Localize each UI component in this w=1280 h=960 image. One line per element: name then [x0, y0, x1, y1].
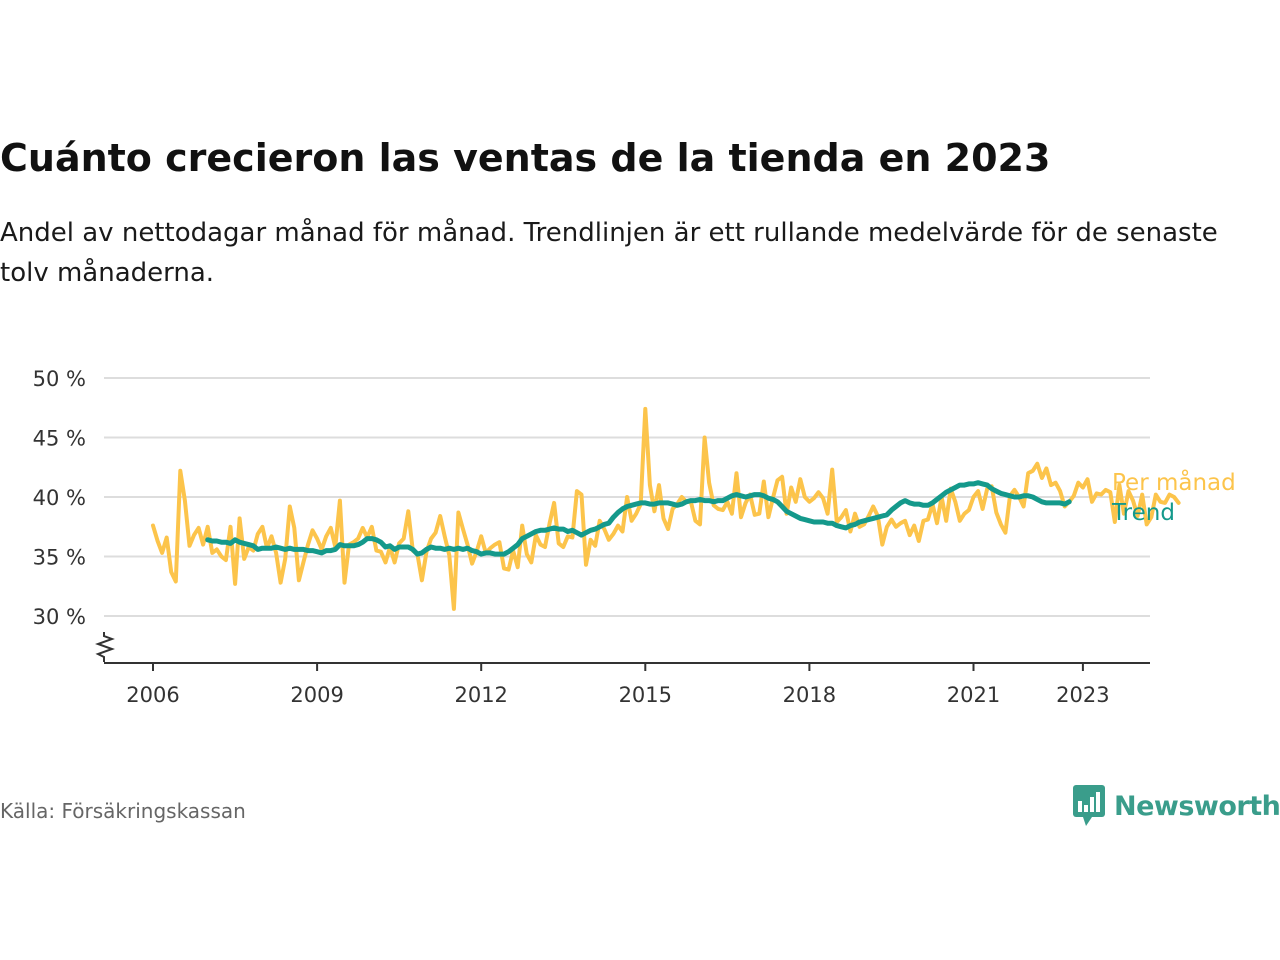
x-axis	[95, 632, 1150, 671]
x-tick-label: 2015	[619, 683, 672, 707]
series-label-per-manad: Per månad	[1112, 468, 1236, 496]
line-chart: 30 % 35 % 40 % 45 % 50 % 2006 2009 2012 2015 201…	[33, 367, 1236, 707]
chart-subtitle: Andel av nettodagar månad för månad. Tre…	[0, 218, 1218, 288]
series-line-per-manad	[151, 406, 1181, 611]
series-lines	[151, 406, 1181, 611]
y-tick-labels: 30 % 35 % 40 % 45 % 50 %	[33, 367, 86, 629]
y-tick-label: 40 %	[33, 486, 86, 510]
x-tick-label: 2023	[1056, 683, 1109, 707]
y-tick-label: 45 %	[33, 427, 86, 451]
y-tick-label: 35 %	[33, 546, 86, 570]
axis-break-icon	[95, 632, 115, 662]
x-tick-labels: 2006 2009 2012 2015 2018 2021 2023	[126, 683, 1109, 707]
series-labels: Per månad Trend	[1111, 468, 1236, 526]
chart-title: Cuánto crecieron las ventas de la tienda…	[0, 136, 1051, 180]
x-tick-label: 2018	[783, 683, 836, 707]
y-tick-label: 30 %	[33, 605, 86, 629]
brand-logo: Newsworthy	[1072, 784, 1280, 828]
x-tick-label: 2021	[947, 683, 1000, 707]
series-line-trend	[205, 480, 1072, 557]
y-tick-label: 50 %	[33, 367, 86, 391]
x-tick-label: 2012	[454, 683, 507, 707]
source-note: Källa: Försäkringskassan	[0, 799, 246, 823]
series-label-trend: Trend	[1111, 500, 1175, 526]
newsworthy-logo-icon	[1073, 785, 1105, 826]
brand-name: Newsworthy	[1114, 790, 1280, 822]
x-tick-label: 2006	[126, 683, 179, 707]
x-tick-label: 2009	[290, 683, 343, 707]
